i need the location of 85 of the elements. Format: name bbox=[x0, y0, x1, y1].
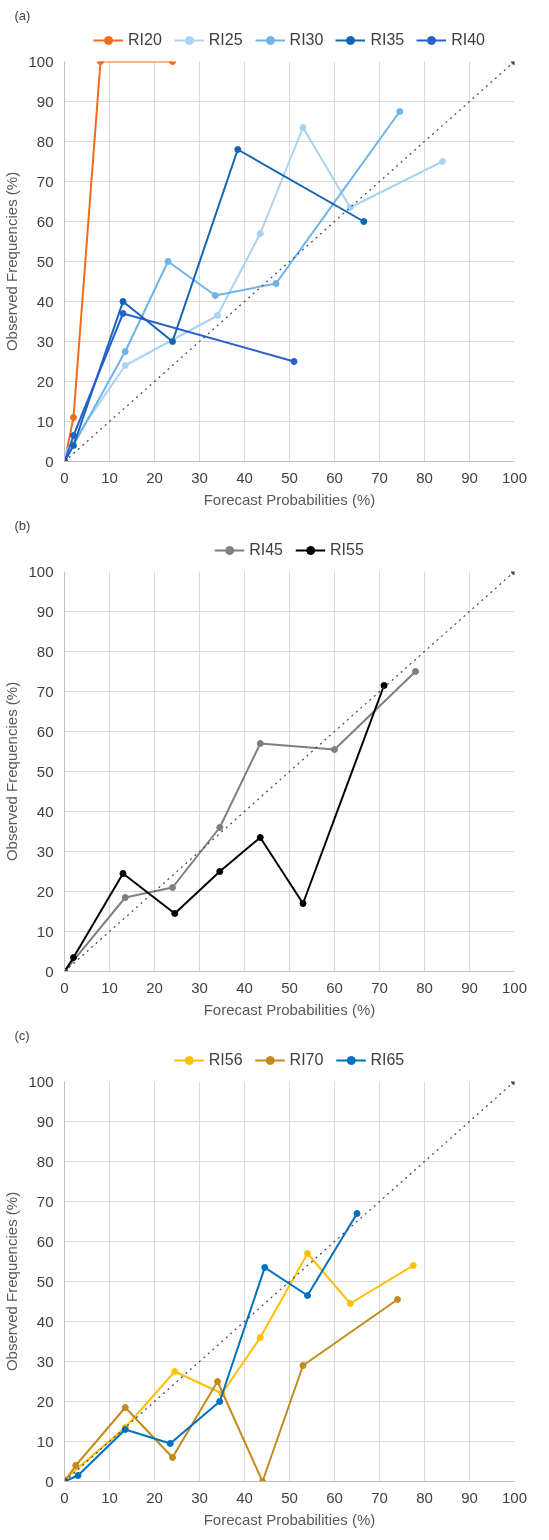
legend-label: RI56 bbox=[208, 1051, 243, 1069]
y-tick-label: 0 bbox=[45, 962, 54, 980]
y-tick-label: 50 bbox=[36, 252, 54, 270]
x-tick-label: 100 bbox=[501, 468, 528, 486]
x-tick-label: 50 bbox=[281, 468, 298, 486]
y-tick-label: 90 bbox=[36, 92, 54, 110]
x-tick-label: 50 bbox=[281, 978, 298, 996]
x-tick-label: 10 bbox=[101, 978, 118, 996]
chart-title: (b) bbox=[14, 517, 31, 533]
x-tick-label: 30 bbox=[191, 978, 208, 996]
y-tick-label: 40 bbox=[36, 292, 54, 310]
y-tick-label: 40 bbox=[36, 1312, 54, 1330]
y-tick-label: 70 bbox=[36, 682, 54, 700]
legend-label: RI30 bbox=[289, 31, 324, 49]
x-tick-label: 70 bbox=[371, 1488, 388, 1506]
y-tick-label: 90 bbox=[36, 1112, 54, 1130]
y-tick-label: 10 bbox=[36, 922, 54, 940]
y-tick-label: 70 bbox=[36, 172, 54, 190]
chart-title: (a) bbox=[14, 7, 31, 23]
y-tick-label: 60 bbox=[36, 1232, 54, 1250]
x-tick-label: 10 bbox=[101, 1488, 118, 1506]
y-tick-label: 80 bbox=[36, 1152, 54, 1170]
legend-label: RI20 bbox=[128, 31, 162, 49]
legend-label: RI40 bbox=[451, 31, 485, 49]
x-tick-label: 40 bbox=[236, 468, 253, 486]
x-tick-label: 80 bbox=[416, 978, 433, 996]
y-tick-label: 20 bbox=[36, 882, 54, 900]
x-tick-label: 20 bbox=[146, 468, 163, 486]
y-tick-label: 100 bbox=[28, 1072, 54, 1090]
x-tick-label: 0 bbox=[60, 1488, 69, 1506]
y-tick-label: 60 bbox=[36, 722, 54, 740]
y-tick-label: 20 bbox=[36, 372, 54, 390]
x-tick-label: 0 bbox=[60, 468, 69, 486]
x-tick-label: 100 bbox=[501, 1488, 528, 1506]
x-tick-label: 0 bbox=[60, 978, 69, 996]
y-tick-label: 10 bbox=[36, 1432, 54, 1450]
y-tick-label: 0 bbox=[45, 1472, 54, 1490]
x-tick-label: 40 bbox=[236, 1488, 253, 1506]
y-tick-label: 90 bbox=[36, 602, 54, 620]
y-tick-label: 0 bbox=[45, 452, 54, 470]
y-tick-label: 20 bbox=[36, 1392, 54, 1410]
legend-label: RI65 bbox=[370, 1051, 405, 1069]
y-tick-label: 30 bbox=[36, 842, 54, 860]
y-axis-title: Observed Frequencies (%) bbox=[3, 681, 21, 862]
x-tick-label: 30 bbox=[191, 1488, 208, 1506]
x-tick-label: 20 bbox=[146, 1488, 163, 1506]
x-tick-label: 50 bbox=[281, 1488, 298, 1506]
y-tick-label: 10 bbox=[36, 412, 54, 430]
y-tick-label: 60 bbox=[36, 212, 54, 230]
x-tick-label: 90 bbox=[461, 1488, 478, 1506]
y-tick-label: 40 bbox=[36, 802, 54, 820]
y-tick-label: 80 bbox=[36, 642, 54, 660]
legend-label: RI45 bbox=[249, 541, 283, 559]
y-tick-label: 70 bbox=[36, 1192, 54, 1210]
legend-label: RI55 bbox=[330, 541, 364, 559]
x-tick-label: 70 bbox=[371, 978, 388, 996]
x-tick-label: 10 bbox=[101, 468, 118, 486]
x-tick-label: 30 bbox=[191, 468, 208, 486]
y-axis-title: Observed Frequencies (%) bbox=[3, 1191, 21, 1372]
x-axis-title: Forecast Probabilities (%) bbox=[203, 490, 376, 508]
x-tick-label: 40 bbox=[236, 978, 253, 996]
y-tick-label: 80 bbox=[36, 132, 54, 150]
y-tick-label: 50 bbox=[36, 1272, 54, 1290]
legend-label: RI35 bbox=[370, 31, 405, 49]
x-tick-label: 100 bbox=[501, 978, 528, 996]
x-tick-label: 60 bbox=[326, 1488, 343, 1506]
chart-title: (c) bbox=[14, 1027, 30, 1043]
x-tick-label: 70 bbox=[371, 468, 388, 486]
y-tick-label: 50 bbox=[36, 762, 54, 780]
y-tick-label: 100 bbox=[28, 52, 54, 70]
x-tick-label: 80 bbox=[416, 1488, 433, 1506]
x-tick-label: 90 bbox=[461, 468, 478, 486]
x-axis-title: Forecast Probabilities (%) bbox=[203, 1510, 376, 1528]
x-axis-title: Forecast Probabilities (%) bbox=[203, 1000, 376, 1018]
y-tick-label: 30 bbox=[36, 1352, 54, 1370]
y-tick-label: 30 bbox=[36, 332, 54, 350]
x-tick-label: 20 bbox=[146, 978, 163, 996]
y-axis-title: Observed Frequencies (%) bbox=[3, 171, 21, 352]
legend-label: RI25 bbox=[208, 31, 243, 49]
x-tick-label: 60 bbox=[326, 978, 343, 996]
x-tick-label: 90 bbox=[461, 978, 478, 996]
x-tick-label: 80 bbox=[416, 468, 433, 486]
legend-label: RI70 bbox=[289, 1051, 324, 1069]
x-tick-label: 60 bbox=[326, 468, 343, 486]
y-tick-label: 100 bbox=[28, 562, 54, 580]
